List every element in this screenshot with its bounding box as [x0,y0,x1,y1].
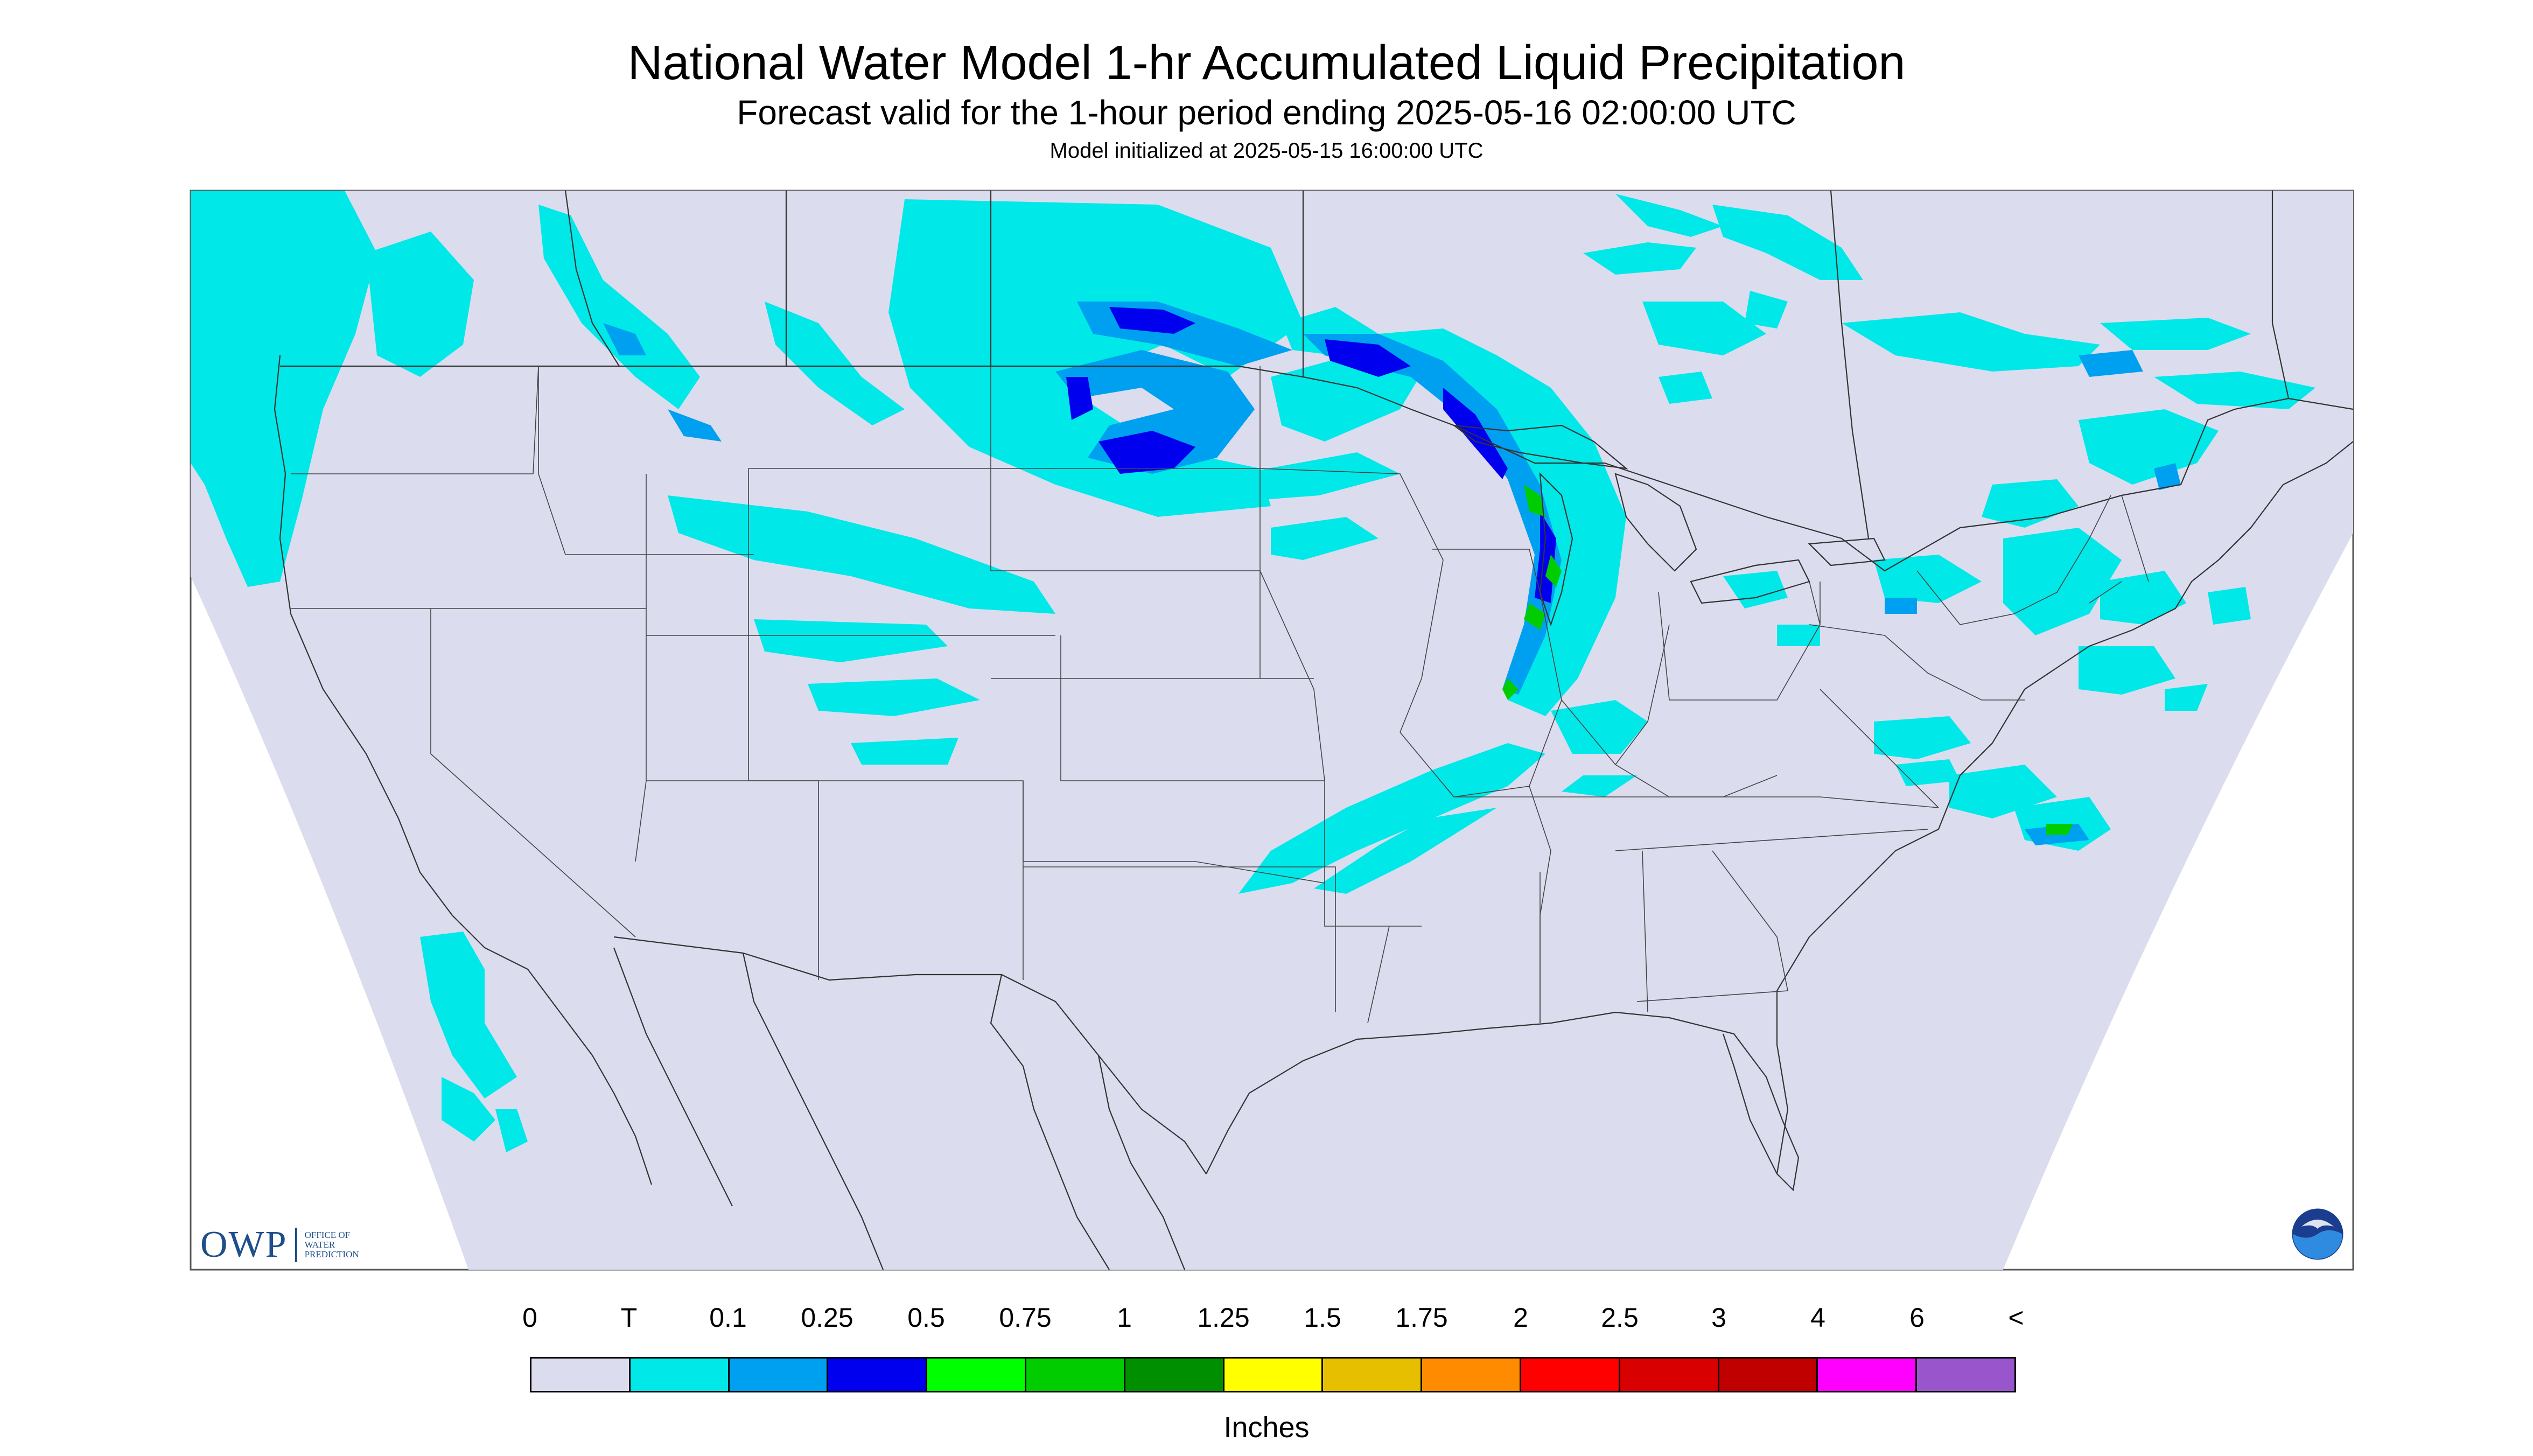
legend-label: 3 [1711,1303,1726,1333]
legend-swatch [1125,1359,1224,1391]
map-title: National Water Model 1-hr Accumulated Li… [627,36,1906,90]
legend-labels: 0 T 0.1 0.25 0.5 0.75 1 1.25 1.5 1.75 2 2.5 3 4 6 < [0,1302,2533,1340]
precip-trace-areas [191,191,2315,1152]
legend-swatch [1521,1359,1620,1391]
precip-moderate-areas [1066,307,1556,603]
legend-swatch [531,1359,631,1391]
legend-label: 2.5 [1601,1303,1639,1333]
model-domain [191,191,2353,1270]
legend-units: Inches [1223,1411,1310,1444]
legend-label: 4 [1810,1303,1825,1333]
legend-label: 0 [522,1303,537,1333]
legend-swatch [1026,1359,1125,1391]
legend-label: 0.1 [709,1303,747,1333]
legend-swatch [927,1359,1026,1391]
political-borders [274,191,2353,1270]
legend-swatch [1620,1359,1719,1391]
legend-swatch [729,1359,829,1391]
legend-label: 0.25 [801,1303,853,1333]
legend-label: 1.5 [1304,1303,1341,1333]
legend-swatch [630,1359,730,1391]
legend-label: < [2008,1303,2024,1333]
owp-logo-line: OFFICE OF [304,1230,351,1240]
noaa-logo [2292,1208,2343,1260]
legend-label: 6 [1909,1303,1925,1333]
state-borders [291,366,2149,1024]
legend-swatch [1917,1359,2014,1391]
legend-swatch [1719,1359,1818,1391]
owp-logo-mark: OWP [200,1224,288,1265]
legend-label: 0.5 [907,1303,945,1333]
legend-swatch [828,1359,928,1391]
legend-swatch [1224,1359,1324,1391]
legend-label: T [620,1303,638,1333]
owp-logo: OWP OFFICE OF WATER PREDICTION [200,1223,359,1266]
legend-label: 1.75 [1395,1303,1448,1333]
legend-label: 1.25 [1197,1303,1250,1333]
map-subtitle: Forecast valid for the 1-hour period end… [737,93,1796,132]
legend-color-bar [530,1357,2016,1392]
owp-logo-line: PREDICTION [304,1249,359,1259]
model-init-time: Model initialized at 2025-05-15 16:00:00… [1049,139,1484,163]
owp-logo-divider [295,1228,297,1262]
owp-logo-text: OFFICE OF WATER PREDICTION [305,1230,359,1259]
legend-label: 1 [1117,1303,1132,1333]
legend-swatch [1818,1359,1918,1391]
legend-swatch [1323,1359,1423,1391]
legend-label: 0.75 [999,1303,1052,1333]
precip-heavy-areas [1502,485,2073,835]
legend-swatch [1422,1359,1521,1391]
legend-label: 2 [1513,1303,1528,1333]
owp-logo-line: WATER [304,1240,335,1250]
